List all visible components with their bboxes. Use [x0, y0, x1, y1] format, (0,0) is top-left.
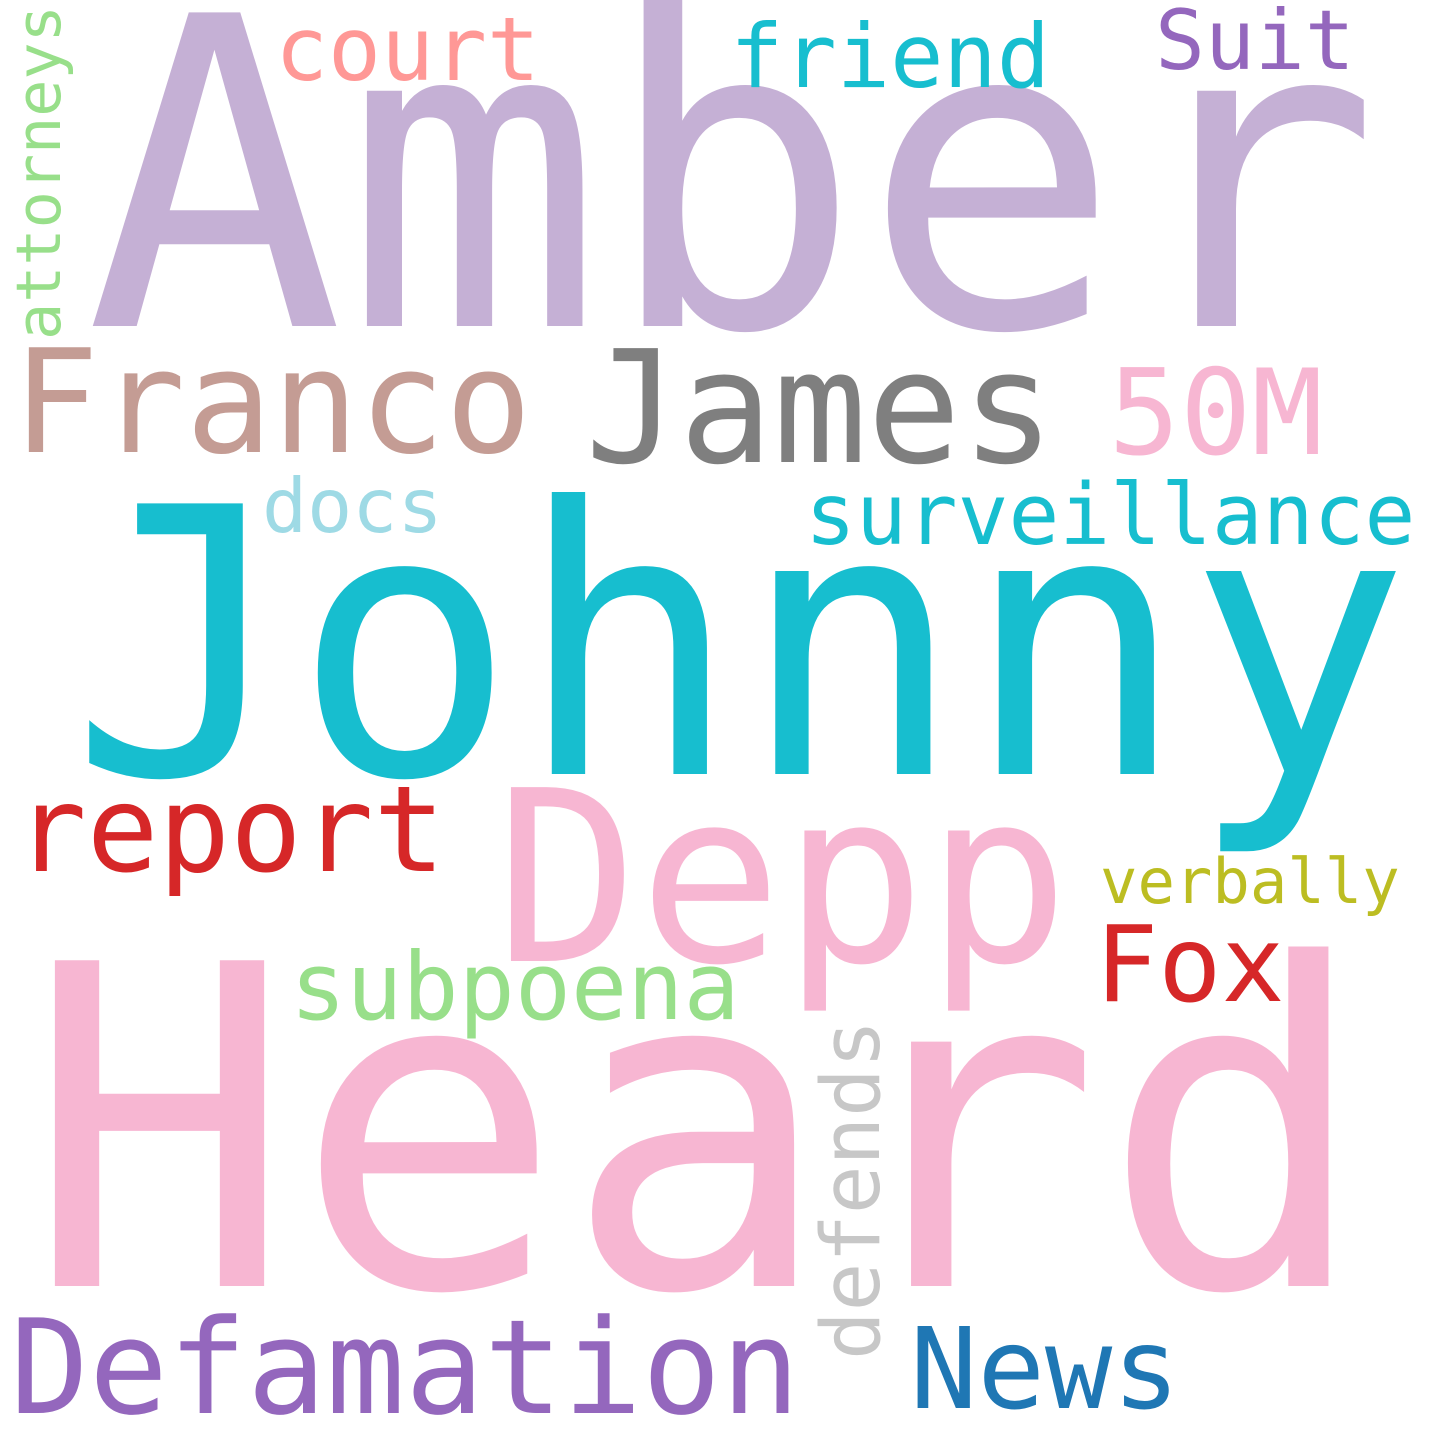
word-surveillance: surveillance	[805, 466, 1416, 564]
word-james: James	[585, 316, 1055, 499]
word-fox: Fox	[1095, 903, 1285, 1026]
word-franco: Franco	[12, 318, 532, 486]
word-depp: Depp	[495, 740, 1070, 1018]
word-friend: friend	[730, 4, 1051, 108]
word-news: News	[910, 1305, 1180, 1435]
word-verbally: verbally	[1100, 844, 1400, 918]
word-johnny: Johnny	[69, 428, 1411, 862]
word-defamation: Defamation	[10, 1291, 801, 1440]
word-50m: 50M	[1108, 345, 1323, 483]
word-attorneys: attorneys	[3, 5, 75, 340]
word-defends: defends	[805, 1019, 899, 1360]
word-report: report	[15, 760, 446, 900]
word-suit: Suit	[1155, 0, 1355, 89]
word-subpoena: subpoena	[290, 933, 740, 1042]
word-amber: Amber	[85, 0, 1381, 428]
word-court: court	[275, 0, 540, 101]
word-heard: Heard	[25, 872, 1371, 1392]
word-docs: docs	[262, 461, 443, 550]
